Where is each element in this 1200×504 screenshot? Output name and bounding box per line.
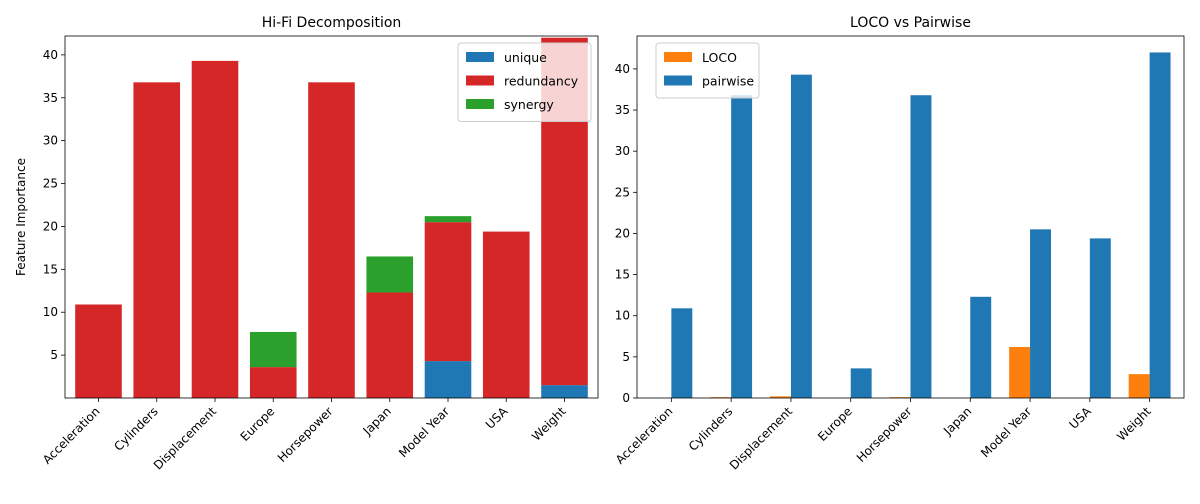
x-tick-label-usa: USA [483,404,511,432]
y-tick-label: 30 [615,144,630,158]
bar-redundancy-usa [482,231,530,398]
x-tick-label-displacement: Displacement [727,404,795,472]
legend-label-synergy: synergy [504,97,554,112]
bar-loco-displacement [770,396,791,398]
x-tick-label-model-year: Model Year [396,404,452,460]
y-tick-label: 5 [50,348,58,362]
bar-pairwise-weight [1149,52,1171,399]
chart-title: Hi-Fi Decomposition [262,15,402,31]
y-axis-label: Feature Importance [14,158,28,276]
bar-redundancy-cylinders [133,82,181,399]
bar-loco-weight [1128,374,1150,398]
bar-pairwise-model-year [1030,229,1051,398]
bar-pairwise-cylinders [731,95,753,399]
y-tick-label: 0 [622,391,630,405]
x-tick-label-cylinders: Cylinders [686,404,735,453]
legend-label-loco: LOCO [702,50,737,65]
legend-swatch-pairwise [664,75,692,86]
bar-unique-model-year [424,361,472,398]
bar-synergy-europe [249,331,297,368]
legend-label-redundancy: redundancy [504,74,579,89]
x-tick-label-japan: Japan [360,404,394,438]
legend-label-pairwise: pairwise [702,74,754,89]
bar-loco-horsepower [889,397,911,398]
x-tick-label-cylinders: Cylinders [111,404,160,453]
bar-pairwise-horsepower [910,95,932,399]
bar-redundancy-model-year [424,222,472,362]
legend-label-unique: unique [504,50,547,65]
legend-swatch-unique [466,52,494,62]
bar-pairwise-europe [850,368,872,398]
x-tick-label-usa: USA [1066,404,1094,432]
x-tick-label-japan: Japan [940,404,974,438]
legend: unique redundancy synergy [457,42,592,122]
x-tick-label-europe: Europe [238,404,278,444]
y-tick-label: 25 [615,185,630,199]
y-tick-label: 5 [622,350,630,364]
bar-redundancy-acceleration [75,304,122,398]
panel-1: 5 10 15 20 25 30 35 40 Acceleration CylindersDisp… [14,15,599,472]
panel-2: 0 5 10 15 20 25 30 35 40 Acceleration CylindersDis… [613,15,1185,472]
bar-redundancy-horsepower [308,82,355,399]
x-tick-label-displacement: Displacement [151,404,219,472]
x-tick-label-europe: Europe [815,404,855,444]
bar-synergy-japan [366,256,414,293]
x-tick-label-horsepower: Horsepower [854,404,915,465]
x-tick-label-acceleration: Acceleration [613,404,676,467]
bar-loco-cylinders [710,397,732,398]
x-tick-label-acceleration: Acceleration [40,404,103,467]
bar-redundancy-displacement [191,60,239,399]
bar-redundancy-japan [366,292,414,398]
x-tick-label-weight: Weight [1114,404,1154,444]
x-tick-label-weight: Weight [529,404,569,444]
y-tick-label: 15 [43,262,58,276]
legend: LOCO pairwise [655,42,760,99]
bar-pairwise-usa [1089,238,1111,398]
bar-pairwise-acceleration [671,308,693,398]
legend-swatch-synergy [466,99,494,109]
bar-synergy-model-year [424,216,472,223]
y-tick-label: 10 [615,309,630,323]
y-tick-label: 20 [615,226,630,240]
bar-unique-weight [541,385,588,398]
y-tick-label: 15 [615,268,630,282]
y-tick-label: 20 [43,219,58,233]
y-tick-label: 25 [43,177,58,191]
legend-swatch-loco [664,52,692,62]
y-tick-label: 30 [43,134,58,148]
y-tick-label: 40 [615,62,630,76]
y-tick-label: 10 [43,305,58,319]
bar-pairwise-japan [970,296,992,398]
chart-title: LOCO vs Pairwise [850,15,971,31]
y-tick-label: 35 [615,103,630,117]
y-tick-label: 40 [43,48,58,62]
x-tick-label-horsepower: Horsepower [275,404,336,465]
bar-redundancy-europe [249,367,297,398]
y-tick-label: 35 [43,91,58,105]
bar-pairwise-displacement [790,74,812,398]
bar-loco-model-year [1009,346,1031,398]
x-tick-label-model-year: Model Year [978,404,1034,460]
legend-swatch-redundancy [466,75,494,86]
